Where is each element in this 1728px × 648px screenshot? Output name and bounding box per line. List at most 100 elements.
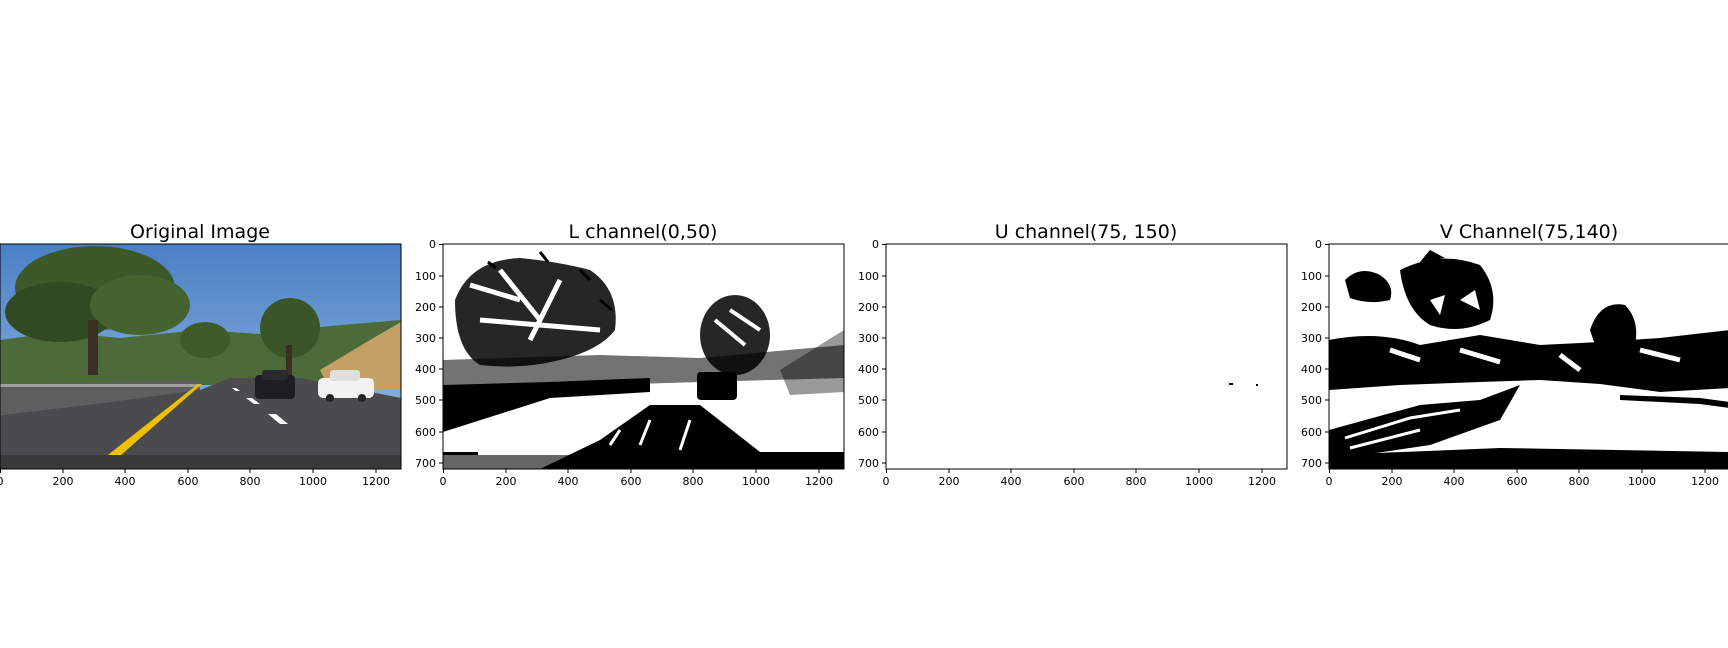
- y-tick-label: 300: [858, 332, 879, 345]
- x-tick-label: 400: [115, 475, 136, 488]
- x-tick-label: 1000: [742, 475, 770, 488]
- y-tick-label: 0: [872, 238, 879, 251]
- x-axis: 0 200 400 600 800 1000 1200: [1326, 469, 1719, 488]
- x-tick-label: 400: [558, 475, 579, 488]
- panel-v-channel: V Channel(75,140) 0 100 200: [1301, 221, 1728, 488]
- y-tick: 600: [1301, 426, 1329, 439]
- y-tick-label: 300: [415, 332, 436, 345]
- x-tick-label: 200: [53, 475, 74, 488]
- x-tick: 1000: [742, 469, 770, 488]
- x-tick-label: 800: [1569, 475, 1590, 488]
- x-axis: 0 200 400 600 800 1000 1200: [0, 469, 390, 488]
- y-tick: 400: [415, 363, 443, 376]
- y-tick-label: 600: [415, 426, 436, 439]
- x-tick-label: 1200: [362, 475, 390, 488]
- y-tick: 100: [1301, 270, 1329, 283]
- u-channel-mask: [886, 244, 1287, 469]
- x-tick-label: 800: [1126, 475, 1147, 488]
- y-tick-label: 400: [858, 363, 879, 376]
- y-tick-label: 200: [1301, 301, 1322, 314]
- y-axis: 0 100 200 300 400 500 600 700: [858, 238, 886, 470]
- x-tick: 1000: [1185, 469, 1213, 488]
- x-tick: 200: [939, 469, 960, 488]
- x-tick-label: 200: [1382, 475, 1403, 488]
- x-tick: 0: [883, 469, 890, 488]
- x-tick: 800: [240, 469, 261, 488]
- x-tick-label: 600: [178, 475, 199, 488]
- x-tick-label: 400: [1001, 475, 1022, 488]
- x-tick-label: 0: [440, 475, 447, 488]
- y-axis: 0 100 200 300 400 500 600 700: [415, 238, 443, 470]
- y-tick: 0: [1315, 238, 1329, 251]
- y-tick: 500: [858, 394, 886, 407]
- y-tick-label: 400: [415, 363, 436, 376]
- x-tick: 600: [621, 469, 642, 488]
- x-tick-label: 1000: [299, 475, 327, 488]
- y-tick-label: 600: [1301, 426, 1322, 439]
- panel-u-channel: U channel(75, 150) 0 100 200 300 400 500…: [858, 221, 1288, 488]
- y-tick-label: 200: [858, 301, 879, 314]
- x-tick-label: 200: [939, 475, 960, 488]
- panel-title: Original Image: [130, 221, 270, 243]
- y-tick-label: 500: [858, 394, 879, 407]
- x-tick: 0: [1326, 469, 1333, 488]
- x-tick: 400: [558, 469, 579, 488]
- panel-l-channel: L channel(0,50) 0 100: [415, 221, 845, 488]
- y-tick: 0: [872, 238, 886, 251]
- y-tick: 100: [415, 270, 443, 283]
- y-tick: 700: [415, 457, 443, 470]
- v-channel-mask: [1329, 244, 1728, 469]
- axes-frame: [1328, 243, 1728, 470]
- x-tick-label: 0: [0, 475, 4, 488]
- y-tick: 0: [429, 238, 443, 251]
- y-tick: 200: [415, 301, 443, 314]
- y-tick: 200: [858, 301, 886, 314]
- y-tick: 700: [1301, 457, 1329, 470]
- y-tick-label: 100: [415, 270, 436, 283]
- y-tick: 500: [1301, 394, 1329, 407]
- y-tick-label: 700: [1301, 457, 1322, 470]
- y-tick-label: 400: [1301, 363, 1322, 376]
- y-tick: 600: [858, 426, 886, 439]
- axes-frame: [442, 243, 845, 470]
- y-tick: 300: [415, 332, 443, 345]
- y-tick-label: 500: [415, 394, 436, 407]
- y-tick: 300: [1301, 332, 1329, 345]
- x-tick-label: 0: [1326, 475, 1333, 488]
- x-tick: 600: [178, 469, 199, 488]
- x-tick: 400: [1001, 469, 1022, 488]
- x-tick: 800: [683, 469, 704, 488]
- x-tick: 1200: [1691, 469, 1719, 488]
- x-tick-label: 600: [1064, 475, 1085, 488]
- x-tick: 1000: [1628, 469, 1656, 488]
- panel-title: L channel(0,50): [569, 221, 718, 243]
- y-tick: 400: [1301, 363, 1329, 376]
- x-tick: 400: [1444, 469, 1465, 488]
- y-tick-label: 700: [415, 457, 436, 470]
- x-tick: 1000: [299, 469, 327, 488]
- y-tick: 700: [858, 457, 886, 470]
- y-tick-label: 0: [429, 238, 436, 251]
- x-tick-label: 800: [240, 475, 261, 488]
- y-tick: 400: [858, 363, 886, 376]
- x-tick-label: 600: [621, 475, 642, 488]
- x-tick-label: 1200: [1691, 475, 1719, 488]
- y-tick-label: 100: [858, 270, 879, 283]
- x-tick: 600: [1064, 469, 1085, 488]
- y-axis: 0 100 200 300 400 500 600 700: [1301, 238, 1329, 470]
- x-axis: 0 200 400 600 800 1000 1200: [440, 469, 833, 488]
- y-tick-label: 700: [858, 457, 879, 470]
- road-photo: [0, 244, 401, 469]
- y-tick-label: 300: [1301, 332, 1322, 345]
- x-tick: 800: [1569, 469, 1590, 488]
- x-tick: 200: [496, 469, 517, 488]
- x-tick-label: 1200: [1248, 475, 1276, 488]
- panel-original-image: Original Image: [0, 221, 402, 488]
- y-tick-label: 100: [1301, 270, 1322, 283]
- x-tick: 1200: [1248, 469, 1276, 488]
- panel-title: V Channel(75,140): [1440, 221, 1618, 243]
- x-tick-label: 200: [496, 475, 517, 488]
- x-tick: 0: [0, 469, 4, 488]
- axes-frame: [0, 243, 402, 470]
